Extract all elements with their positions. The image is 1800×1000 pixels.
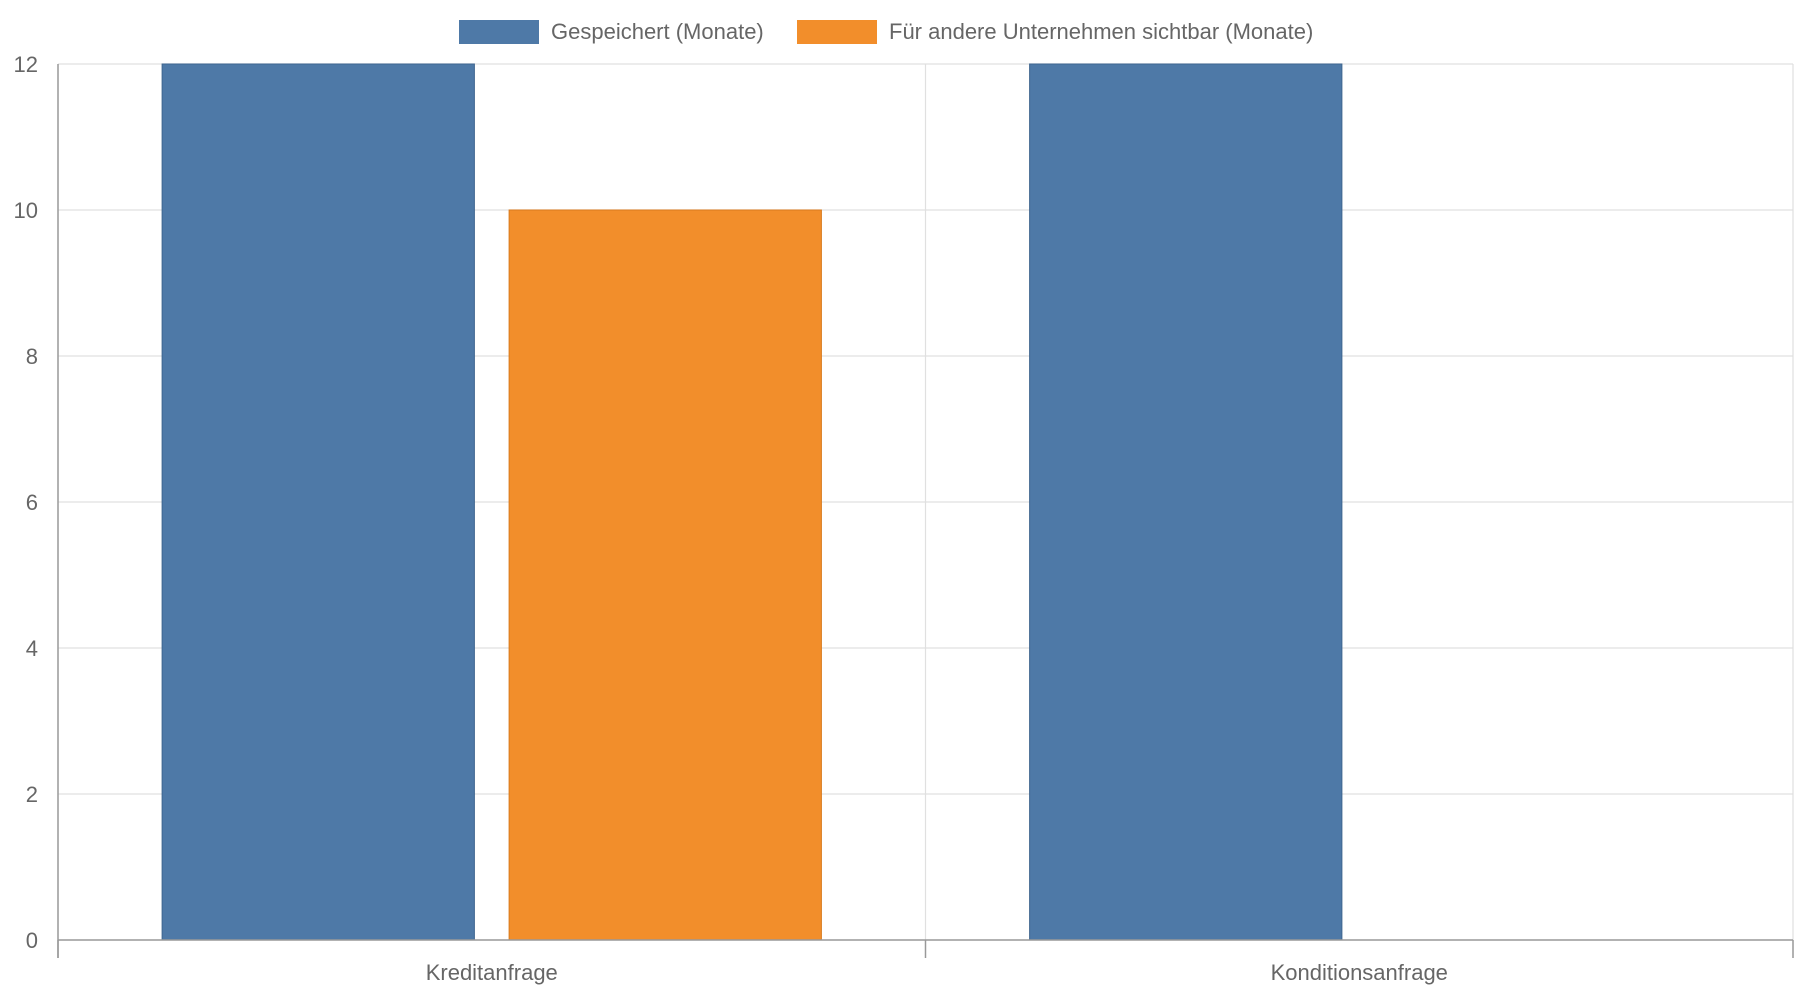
y-tick-label: 2 (26, 782, 38, 807)
y-tick-label: 8 (26, 344, 38, 369)
y-tick-label: 0 (26, 928, 38, 953)
y-axis-ticks: 0 2 4 6 8 10 12 (14, 52, 38, 953)
x-category-label: Konditionsanfrage (1271, 960, 1448, 985)
bars (161, 63, 1343, 941)
x-axis-categories: Kreditanfrage Konditionsanfrage (426, 960, 1448, 985)
axes (57, 64, 1794, 958)
legend: Gespeichert (Monate) Für andere Unternehm… (459, 19, 1313, 44)
y-tick-label: 10 (14, 198, 38, 223)
bar-gespeichert-kreditanfrage (161, 63, 475, 941)
y-tick-label: 12 (14, 52, 38, 77)
legend-swatch-sichtbar (797, 20, 877, 44)
legend-swatch-gespeichert (459, 20, 539, 44)
bar-sichtbar-kreditanfrage (508, 209, 822, 941)
legend-label-sichtbar: Für andere Unternehmen sichtbar (Monate) (889, 19, 1313, 44)
bar-gespeichert-konditionsanfrage (1029, 63, 1343, 941)
x-category-label: Kreditanfrage (426, 960, 558, 985)
y-tick-label: 4 (26, 636, 38, 661)
legend-label-gespeichert: Gespeichert (Monate) (551, 19, 764, 44)
y-tick-label: 6 (26, 490, 38, 515)
